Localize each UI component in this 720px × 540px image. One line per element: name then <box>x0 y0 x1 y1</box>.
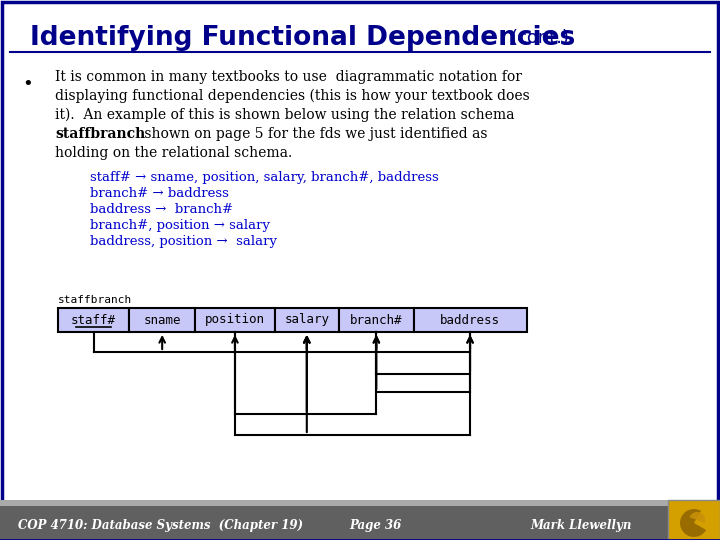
Text: Identifying Functional Dependencies: Identifying Functional Dependencies <box>30 25 575 51</box>
Text: branch#, position → salary: branch#, position → salary <box>90 219 270 232</box>
Bar <box>0 506 720 540</box>
Bar <box>668 500 720 540</box>
Text: staff#: staff# <box>71 314 116 327</box>
Text: It is common in many textbooks to use  diagrammatic notation for: It is common in many textbooks to use di… <box>55 70 522 84</box>
Text: staffbranch: staffbranch <box>58 295 132 305</box>
Bar <box>58 308 129 332</box>
Text: shown on page 5 for the fds we just identified as: shown on page 5 for the fds we just iden… <box>140 127 487 141</box>
Wedge shape <box>680 509 706 537</box>
Text: branch# → baddress: branch# → baddress <box>90 187 229 200</box>
Text: position: position <box>205 314 265 327</box>
Text: (cont.): (cont.) <box>510 29 569 47</box>
Text: baddress, position →  salary: baddress, position → salary <box>90 235 277 248</box>
Text: baddress →  branch#: baddress → branch# <box>90 203 233 216</box>
Text: holding on the relational schema.: holding on the relational schema. <box>55 146 292 160</box>
Bar <box>195 308 274 332</box>
Bar <box>0 500 720 506</box>
Text: staffbranch: staffbranch <box>55 127 145 141</box>
Text: COP 4710: Database Systems  (Chapter 19): COP 4710: Database Systems (Chapter 19) <box>18 519 303 532</box>
Text: staff# → sname, position, salary, branch#, baddress: staff# → sname, position, salary, branch… <box>90 171 438 184</box>
Text: •: • <box>22 75 32 93</box>
Circle shape <box>676 505 712 540</box>
Text: sname: sname <box>143 314 181 327</box>
Bar <box>413 308 526 332</box>
Text: displaying functional dependencies (this is how your textbook does: displaying functional dependencies (this… <box>55 89 530 103</box>
Bar <box>274 308 339 332</box>
Text: baddress: baddress <box>440 314 500 327</box>
Bar <box>129 308 195 332</box>
Wedge shape <box>690 512 705 523</box>
Bar <box>339 308 413 332</box>
Text: it).  An example of this is shown below using the relation schema: it). An example of this is shown below u… <box>55 108 515 123</box>
Text: Mark Llewellyn: Mark Llewellyn <box>530 519 631 532</box>
Text: Page 36: Page 36 <box>349 519 401 532</box>
Text: salary: salary <box>284 314 329 327</box>
Text: branch#: branch# <box>350 314 402 327</box>
